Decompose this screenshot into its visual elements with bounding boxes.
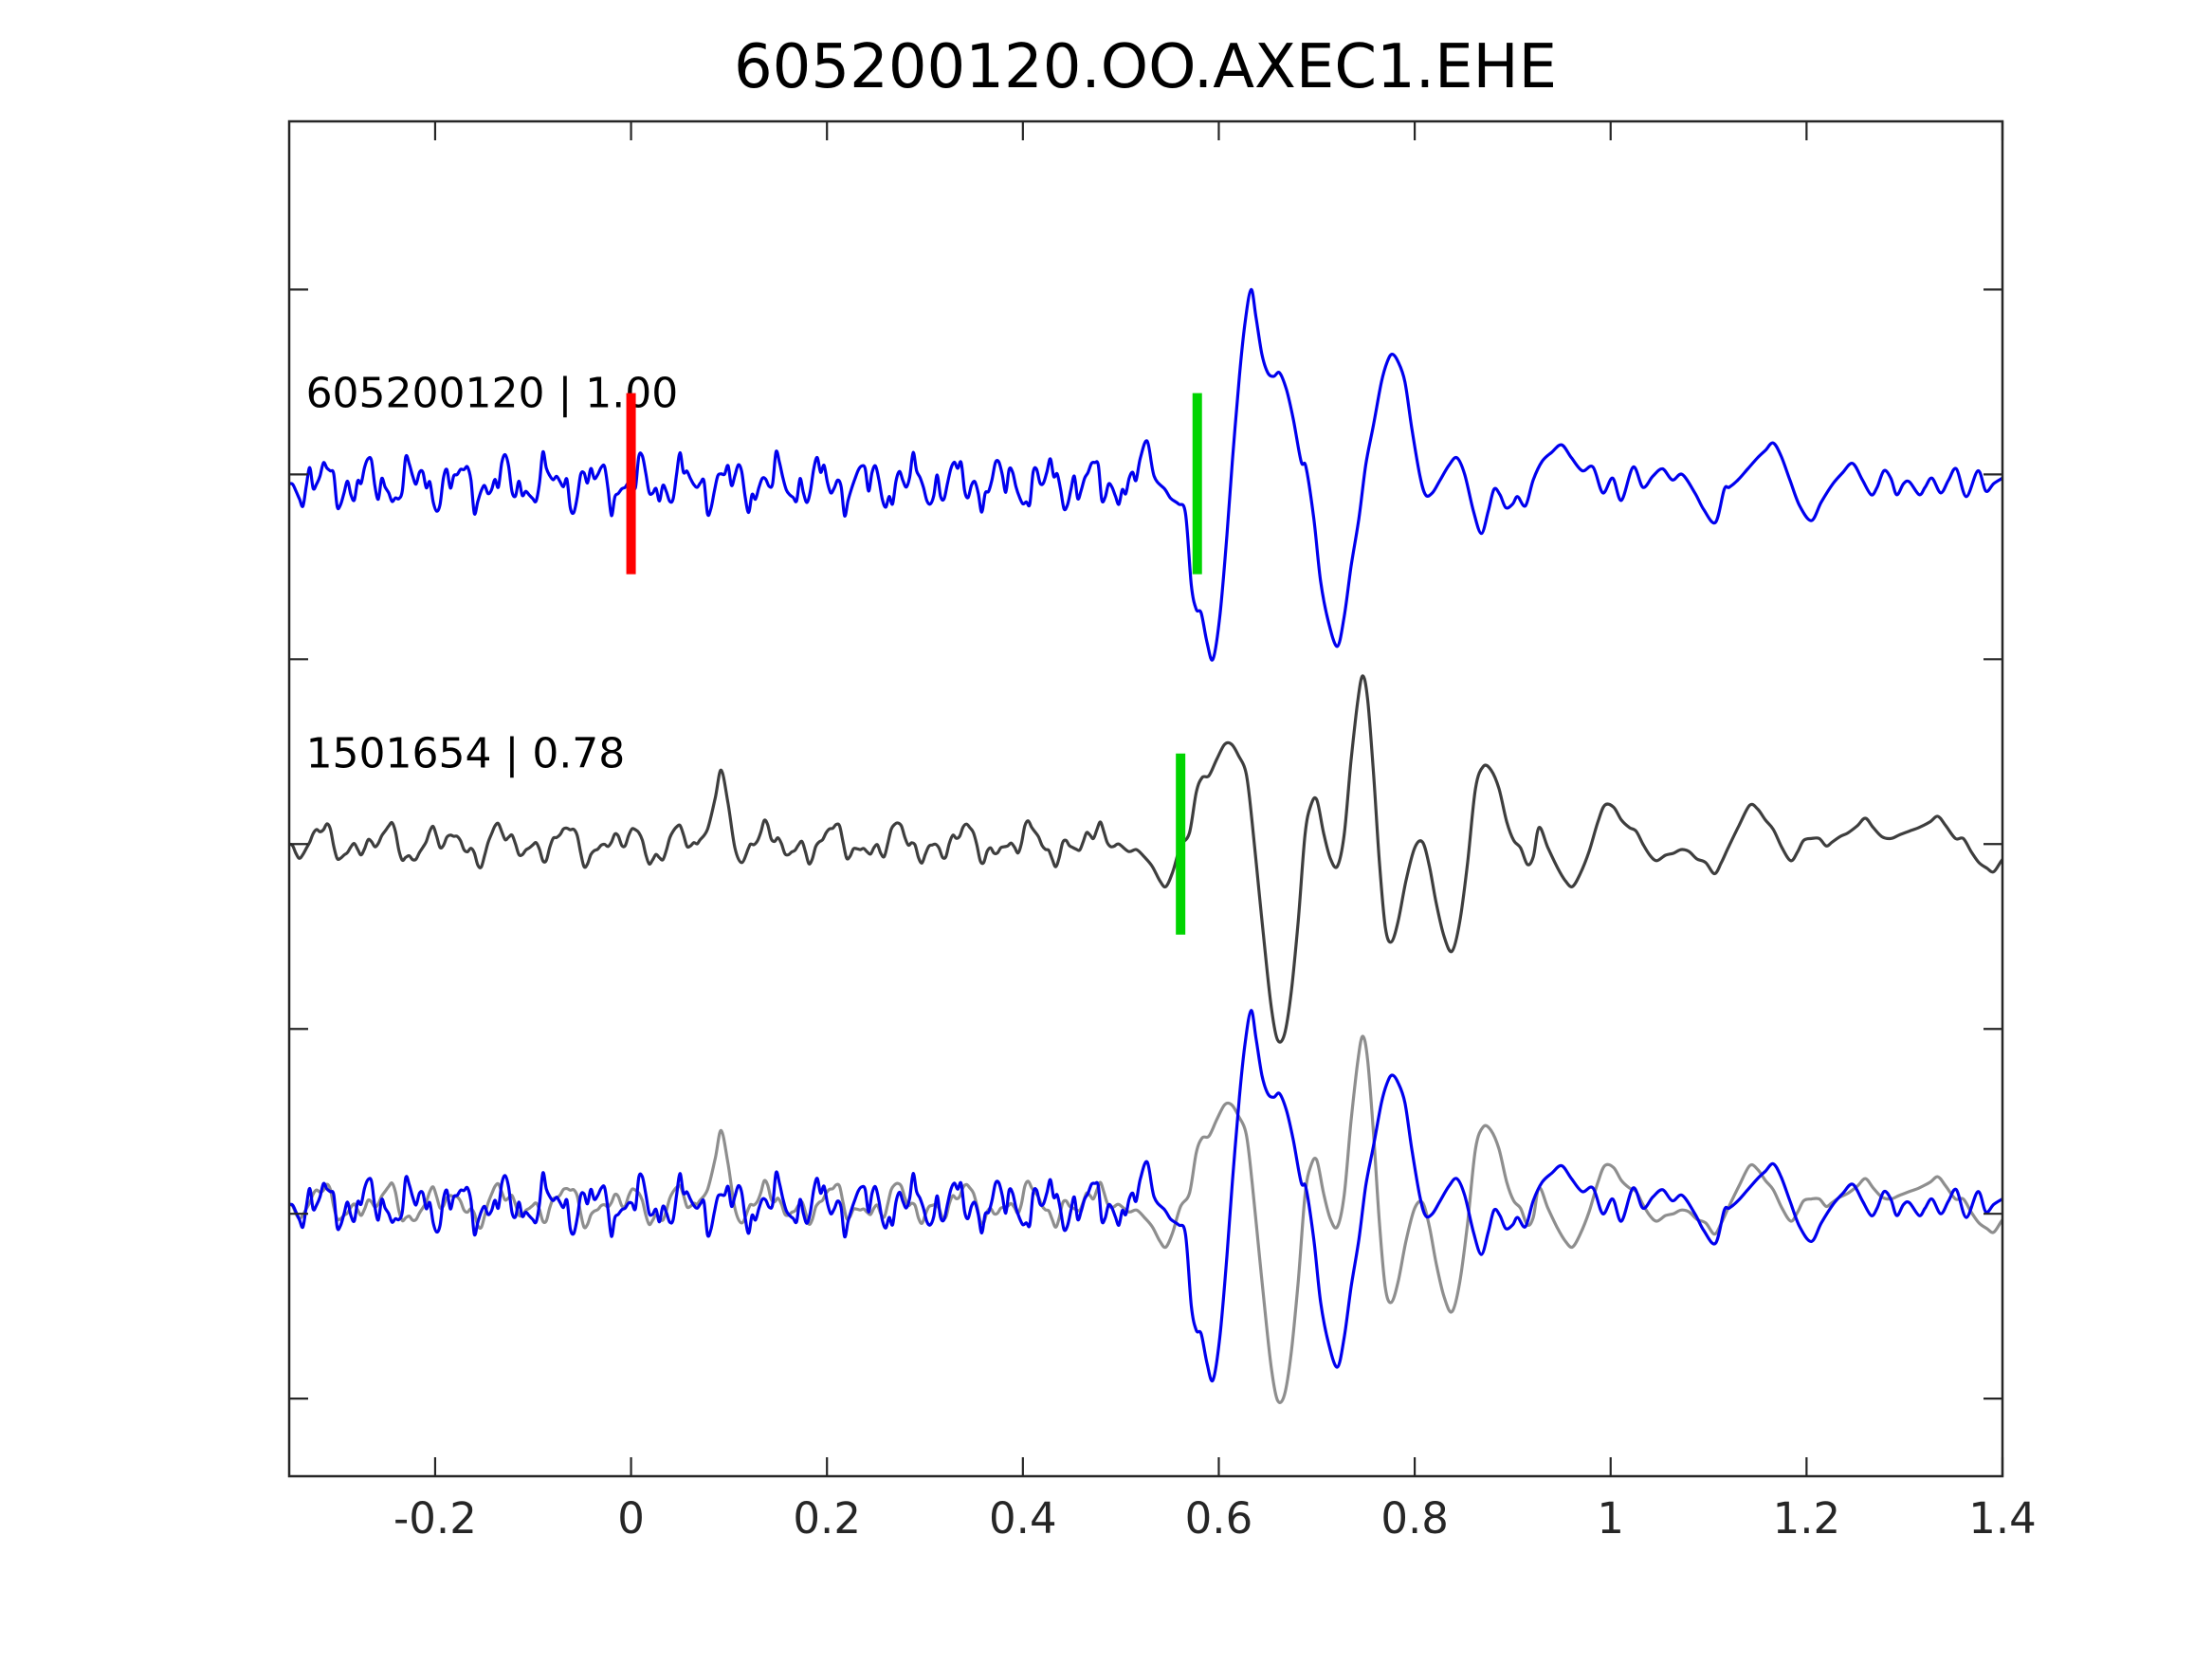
trace-labels: 605200120 | 1.00 1501654 | 0.78 (306, 370, 679, 778)
waveform-traces (289, 287, 2002, 1404)
x-tick-label: -0.2 (393, 1493, 477, 1544)
template-row-label: 1501654 | 0.78 (306, 730, 626, 778)
x-tick-label: 1.4 (1968, 1493, 2037, 1544)
x-tick-label: 1 (1597, 1493, 1624, 1544)
x-tick-label: 1.2 (1773, 1493, 1841, 1544)
axis-ticks (289, 121, 2004, 1476)
overlay-row-detection-trace (289, 1009, 2002, 1383)
x-tick-labels: -0.2 0 0.2 0.4 0.6 0.8 1 1.2 1.4 (393, 1493, 2037, 1544)
pick-markers (626, 393, 1202, 935)
x-tick-label: 0.4 (989, 1493, 1057, 1544)
x-tick-label: 0.6 (1185, 1493, 1253, 1544)
x-tick-label: 0.2 (793, 1493, 861, 1544)
overlay-row-template-trace (289, 1034, 2002, 1404)
detection-row-label: 605200120 | 1.00 (306, 370, 679, 418)
plot-border (287, 119, 2004, 1478)
figure-title: 605200120.OO.AXEC1.EHE (734, 32, 1557, 102)
template-row-template-trace (289, 674, 2002, 1044)
x-tick-label: 0.8 (1380, 1493, 1449, 1544)
detection-row-detection-trace (289, 287, 2002, 662)
x-tick-label: 0 (617, 1493, 645, 1544)
